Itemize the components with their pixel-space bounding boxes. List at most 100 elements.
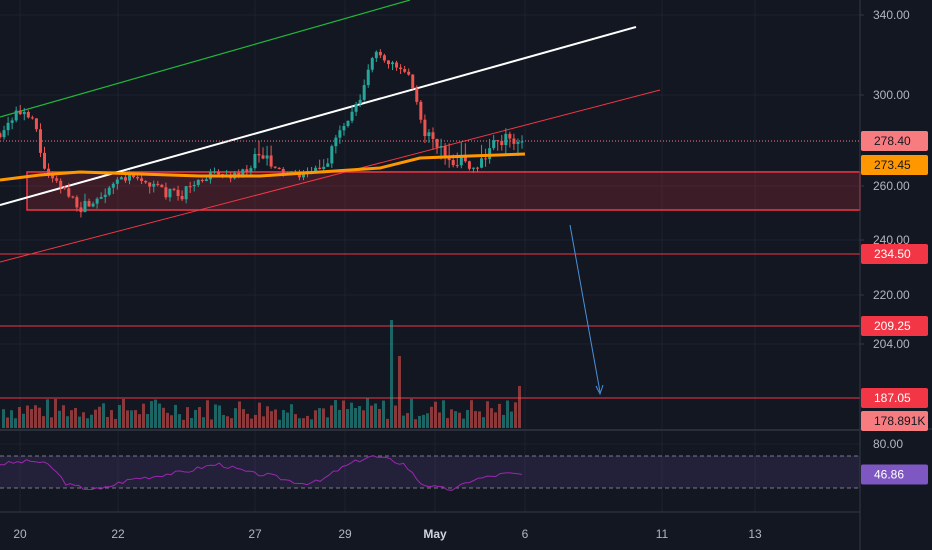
rsi-pane	[0, 455, 860, 491]
price-tag-bg	[861, 131, 928, 151]
demand-zone-box	[26, 171, 861, 211]
volume-bar	[318, 408, 321, 428]
candle-body	[330, 146, 334, 164]
volume-bar	[366, 398, 369, 428]
volume-bar	[482, 417, 485, 428]
candle-body	[395, 62, 399, 68]
volume-bar	[94, 409, 97, 428]
candle-body	[200, 179, 204, 182]
volume-bar	[198, 407, 201, 428]
volume-bar	[234, 408, 237, 428]
candle-body	[391, 62, 395, 65]
candle-body	[127, 174, 131, 181]
candle-body	[172, 188, 176, 190]
volume-bar	[238, 401, 241, 428]
volume-bar	[398, 356, 401, 428]
candle-body	[10, 120, 14, 123]
candle-body	[144, 181, 148, 183]
candle-body	[358, 99, 362, 104]
candle-body	[83, 201, 87, 213]
volume-bar	[394, 405, 397, 428]
volume-bar	[22, 413, 25, 428]
candle-body	[435, 138, 439, 148]
candle-body	[95, 198, 99, 204]
horizontal-levels	[0, 253, 860, 399]
volume-bar	[258, 402, 261, 428]
volume-bar	[222, 414, 225, 428]
candle-body	[103, 194, 107, 198]
volume-bar	[446, 418, 449, 428]
candle-body	[403, 69, 407, 72]
volume-bar	[58, 410, 61, 428]
candle-body	[14, 110, 18, 121]
candle-body	[123, 177, 127, 181]
volume-bar	[170, 415, 173, 428]
volume-bar	[190, 418, 193, 428]
candle-body	[156, 183, 160, 185]
candle-body	[451, 160, 455, 166]
volume-bar	[474, 411, 477, 428]
volume-bar	[106, 417, 109, 428]
volume-bar	[490, 408, 493, 428]
x-tick-label: 13	[748, 527, 762, 541]
volume-bar	[306, 415, 309, 428]
candle-body	[471, 167, 475, 169]
volume-bar	[54, 398, 57, 428]
candle-body	[378, 51, 382, 56]
volume-bar	[218, 405, 221, 428]
candle-body	[192, 184, 196, 187]
volume-bar	[450, 409, 453, 428]
volume-bar	[518, 386, 521, 428]
price-tag-label: 273.45	[874, 158, 911, 172]
candle-body	[350, 111, 354, 121]
projection-arrow	[569, 224, 604, 396]
candle-body	[269, 155, 273, 167]
candle-body	[91, 203, 95, 207]
candle-body	[63, 187, 67, 189]
candle-body	[38, 129, 42, 153]
price-tag-label: 178.891K	[874, 414, 925, 428]
candle-body	[6, 122, 10, 131]
candle-body	[237, 172, 241, 175]
volume-bar	[26, 405, 29, 428]
y-tick-label: 340.00	[873, 8, 910, 22]
volume-bar	[326, 417, 329, 428]
candle-body	[43, 152, 47, 169]
candle-body	[439, 146, 443, 148]
volume-bar	[154, 399, 157, 428]
candle-body	[459, 154, 463, 166]
volume-bar	[406, 413, 409, 428]
price-tag-bg	[861, 316, 928, 336]
volume-bar	[158, 403, 161, 428]
volume-bar	[134, 410, 137, 428]
x-tick-label: May	[423, 527, 447, 541]
candle-body	[475, 167, 479, 169]
candle-body	[111, 183, 115, 188]
candle-body	[342, 126, 346, 131]
channel-middle-white	[0, 26, 637, 206]
volume-bar	[18, 407, 21, 428]
volume-bar	[358, 406, 361, 428]
candle-body	[447, 157, 451, 161]
time-axis[interactable]: 20 22 27 29 May 6 11 13	[13, 527, 762, 541]
volume-bar	[130, 410, 133, 428]
volume-bar	[514, 402, 517, 428]
candle-body	[374, 51, 378, 59]
x-tick-label: 11	[656, 527, 669, 541]
candle-body	[132, 174, 136, 178]
rsi-tick-label: 80.00	[873, 437, 903, 451]
volume-bar	[162, 407, 165, 428]
volume-bar	[294, 414, 297, 428]
volume-bar	[126, 410, 129, 428]
x-tick-label: 29	[338, 527, 352, 541]
candle-body	[386, 60, 390, 65]
candle-body	[399, 67, 403, 70]
volume-bar	[462, 418, 465, 428]
x-tick-label: 22	[111, 527, 125, 541]
volume-bar	[478, 411, 481, 428]
candles	[0, 49, 524, 218]
volume-bar	[50, 417, 53, 428]
